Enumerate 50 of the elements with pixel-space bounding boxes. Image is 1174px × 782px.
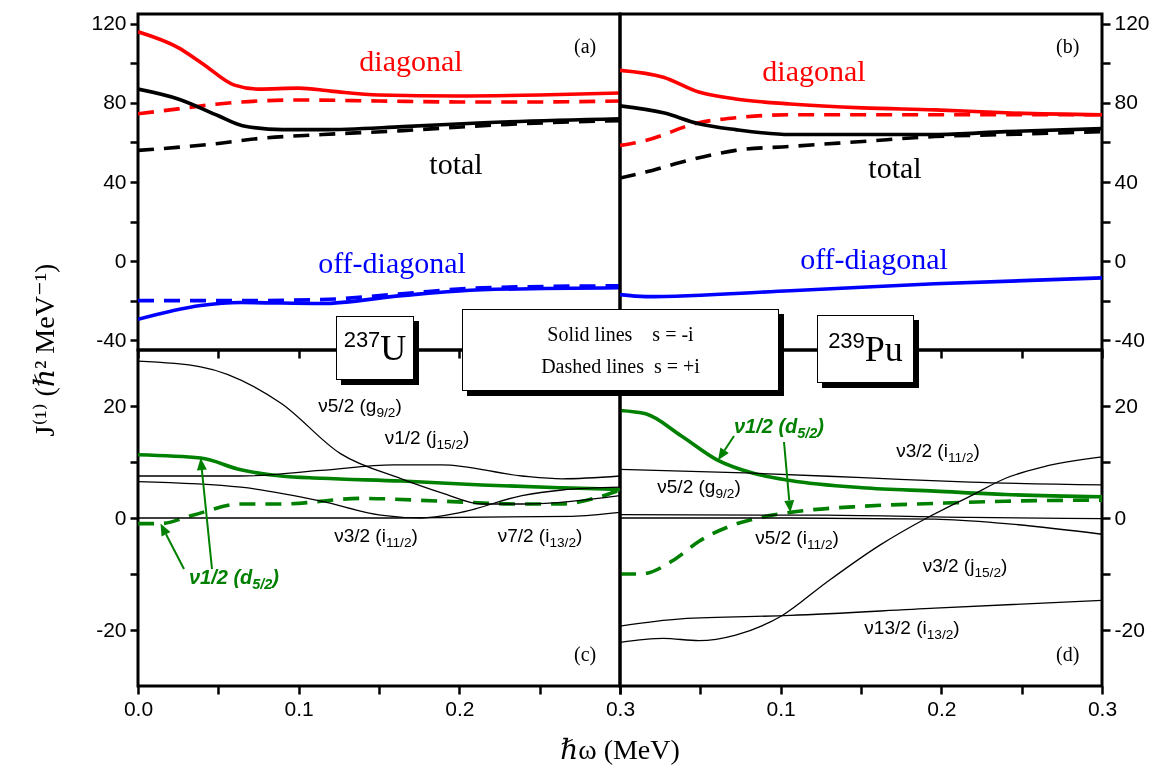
y-tick-label: 120 bbox=[1114, 11, 1150, 35]
annotation: diagonal bbox=[762, 54, 866, 87]
annotation: (a) bbox=[574, 35, 597, 57]
y-tick-label: 0 bbox=[1114, 248, 1127, 272]
y-tick-label: 120 bbox=[91, 11, 127, 35]
annotation: ν3/2 (i$_{11/2}$) bbox=[896, 440, 980, 466]
y-tick-label: 0 bbox=[1114, 505, 1127, 529]
annotation: ν5/2 (g$_{9/2}$) bbox=[318, 395, 402, 421]
annotation: Dashed lines s = +i bbox=[540, 355, 701, 377]
annotation: ν7/2 (i$_{13/2}$) bbox=[497, 525, 583, 551]
annotation: total bbox=[868, 151, 922, 184]
y-tick-label: 20 bbox=[103, 393, 127, 417]
annotation: ν1/2 (j$_{15/2}$) bbox=[384, 427, 470, 453]
y-tick-label: -40 bbox=[1114, 327, 1145, 351]
x-tick-label: 0.3 bbox=[605, 696, 636, 720]
annotation: ν5/2 (g$_{9/2}$) bbox=[657, 476, 741, 502]
x-tick-label: 0.0 bbox=[123, 696, 154, 720]
annotation: Solid lines s = -i bbox=[546, 323, 695, 345]
annotation: $^{237}$U bbox=[343, 327, 407, 369]
annotation: ν1/2 (d$_{5/2}$) bbox=[733, 414, 825, 441]
annotation: ν13/2 (i$_{13/2}$) bbox=[864, 617, 960, 643]
y-tick-label: -40 bbox=[96, 327, 127, 351]
y-tick-label: -20 bbox=[1114, 617, 1145, 641]
y-axis-title: J⁽¹⁾ (ℏ² MeV⁻¹) bbox=[29, 263, 60, 437]
x-tick-label: 0.2 bbox=[445, 696, 475, 720]
x-axis-title: ℏω (MeV) bbox=[560, 734, 680, 765]
annotation: (b) bbox=[1056, 35, 1080, 57]
y-tick-label: 40 bbox=[1114, 169, 1138, 193]
annotation: off-diagonal bbox=[800, 242, 948, 275]
annotation: total bbox=[429, 147, 483, 180]
x-tick-label: 0.1 bbox=[284, 696, 314, 720]
annotation: (c) bbox=[574, 643, 597, 665]
y-tick-label: 80 bbox=[103, 90, 127, 114]
y-tick-label: 0 bbox=[114, 248, 127, 272]
annotation: (d) bbox=[1056, 643, 1080, 665]
y-tick-label: 40 bbox=[103, 169, 127, 193]
annotation: diagonal bbox=[359, 44, 463, 77]
x-tick-label: 0.1 bbox=[766, 696, 796, 720]
y-tick-label: 0 bbox=[114, 505, 127, 529]
y-tick-label: 20 bbox=[1114, 393, 1138, 417]
annotation: ν3/2 (j$_{15/2}$) bbox=[922, 555, 1008, 581]
annotation: ν3/2 (i$_{11/2}$) bbox=[334, 525, 418, 551]
y-tick-label: 80 bbox=[1114, 90, 1138, 114]
x-tick-label: 0.3 bbox=[1087, 696, 1118, 720]
annotation: ν5/2 (i$_{11/2}$) bbox=[755, 527, 839, 553]
annotation: $^{239}$Pu bbox=[828, 328, 903, 370]
annotation: ν1/2 (d$_{5/2}$) bbox=[188, 565, 280, 592]
y-tick-label: -20 bbox=[96, 617, 127, 641]
x-tick-label: 0.2 bbox=[927, 696, 957, 720]
annotation: off-diagonal bbox=[318, 246, 466, 279]
